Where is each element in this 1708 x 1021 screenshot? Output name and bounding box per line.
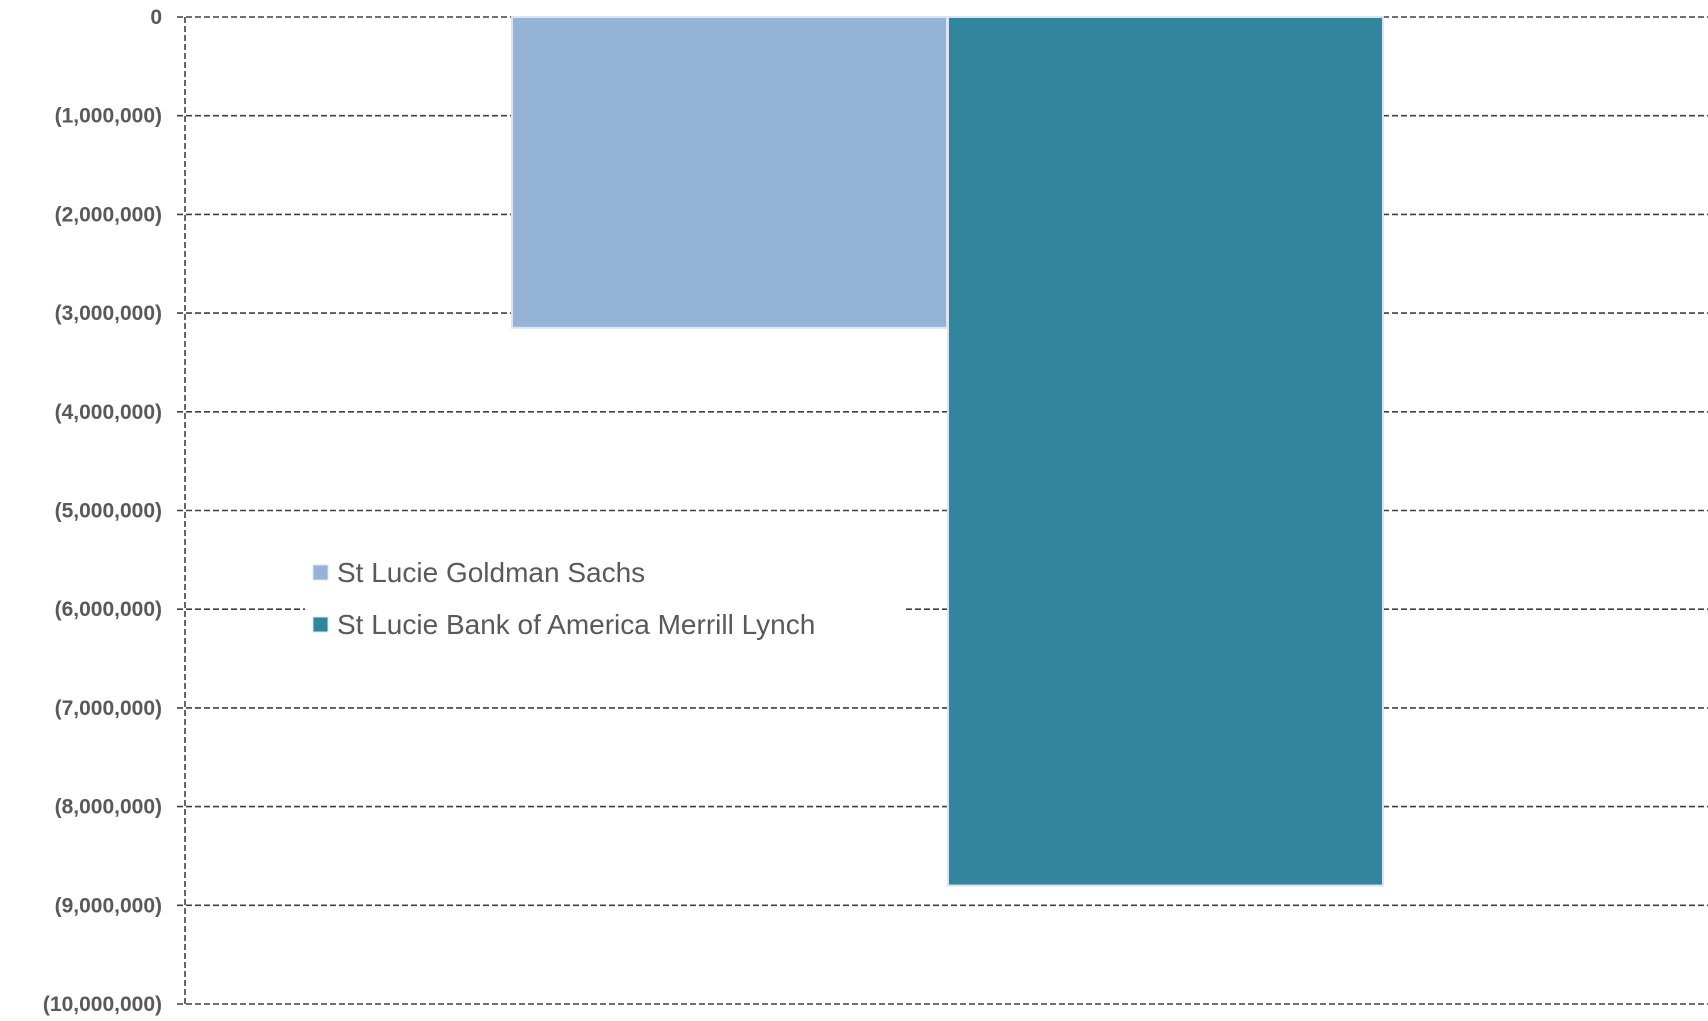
legend: St Lucie Goldman Sachs St Lucie Bank of A… [305,548,905,648]
bars [511,16,1384,887]
y-tick-label: (2,000,000) [55,203,162,226]
bar-2 [947,16,1384,887]
y-tick-label: (5,000,000) [55,500,162,523]
y-tick-label: (6,000,000) [55,598,162,621]
legend-swatch [312,564,329,581]
y-tick-label: (9,000,000) [55,894,162,917]
legend-swatch [312,616,329,633]
y-tick-label: (10,000,000) [43,993,162,1016]
legend-label: St Lucie Bank of America Merrill Lynch [337,609,815,640]
y-tick-label: (3,000,000) [55,302,162,325]
y-tick-label: (7,000,000) [55,697,162,720]
y-tick-label: 0 [150,6,162,29]
legend-background [305,548,905,648]
legend-label: St Lucie Goldman Sachs [337,557,645,588]
bar-1 [511,16,948,329]
y-tick-label: (8,000,000) [55,796,162,819]
y-tick-label: (4,000,000) [55,401,162,424]
y-tick-label: (1,000,000) [55,105,162,128]
y-axis-tick-labels: 0 (1,000,000) (2,000,000) (3,000,000) (4,000… [43,6,162,1016]
